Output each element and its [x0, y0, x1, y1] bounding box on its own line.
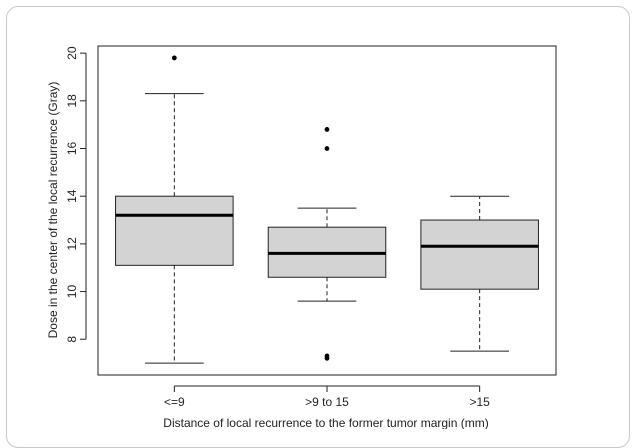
y-tick-label: 16	[65, 142, 79, 156]
box-group	[420, 195, 539, 352]
x-tick-label: >9 to 15	[305, 395, 349, 409]
boxes	[115, 55, 539, 364]
box	[115, 195, 234, 266]
box	[420, 219, 539, 290]
y-tick-label: 12	[65, 237, 79, 251]
plot-area-border	[97, 45, 557, 376]
y-tick-label: 10	[65, 285, 79, 299]
outlier-point	[324, 146, 330, 151]
box-group	[115, 55, 234, 364]
y-tick-label: 8	[65, 336, 79, 343]
y-tick-label: 18	[65, 94, 79, 108]
x-axis: <=9 >9 to 15 >15	[164, 385, 490, 409]
y-tick-label: 14	[65, 189, 79, 203]
outlier-point	[324, 355, 330, 361]
outlier-point	[171, 55, 177, 61]
boxplot-chart: 8 10 12 14 16 18 20 <=9 >9 to 15 >15 Dose in the…	[46, 45, 557, 429]
outlier-point	[324, 127, 330, 132]
y-tick-label: 20	[65, 46, 79, 60]
y-axis: 8 10 12 14 16 18 20	[65, 46, 87, 343]
y-axis-label: Dose in the center of the local recurren…	[46, 82, 60, 339]
box-group	[267, 127, 387, 361]
x-tick-label: >15	[469, 395, 490, 409]
x-axis-label: Distance of local recurrence to the form…	[163, 416, 488, 429]
x-tick-label: <=9	[164, 395, 185, 409]
